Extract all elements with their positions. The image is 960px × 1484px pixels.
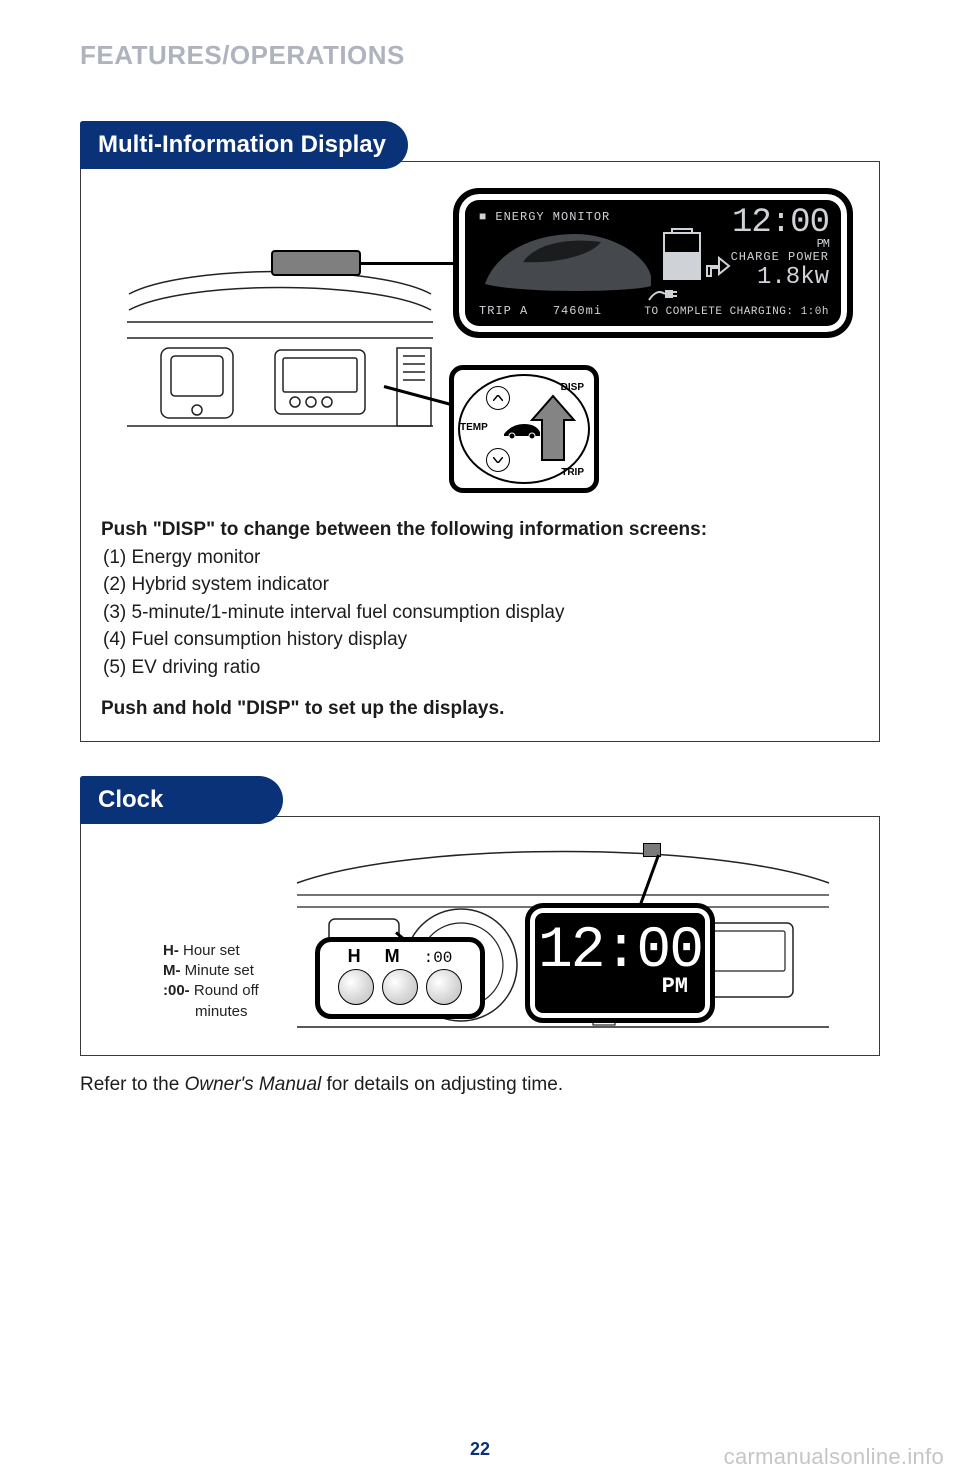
page-category-heading: FEATURES/OPERATIONS bbox=[80, 40, 880, 71]
mid-illustration: ■ ENERGY MONITOR 12:00 PM bbox=[101, 180, 859, 500]
clock-display-callout: 12:00 PM bbox=[525, 903, 715, 1023]
legend-z-desc: Round off bbox=[194, 982, 259, 999]
temp-down-button[interactable] bbox=[486, 448, 510, 472]
list-item: (1) Energy monitor bbox=[101, 544, 859, 572]
em-trip-label: TRIP A bbox=[479, 304, 528, 318]
list-item: (5) EV driving ratio bbox=[101, 654, 859, 682]
legend-z-key: :00- bbox=[163, 982, 190, 999]
round-off-button[interactable] bbox=[426, 969, 462, 1005]
plug-icon bbox=[647, 286, 677, 304]
section-box-clock: H- Hour set M- Minute set :00- Round off… bbox=[80, 816, 880, 1056]
zero-label: :00 bbox=[424, 949, 453, 967]
chevron-down-icon bbox=[493, 457, 503, 463]
dashboard-sketch bbox=[125, 250, 435, 450]
em-time-value: 12:00 bbox=[732, 204, 829, 242]
disp-arrow-icon bbox=[528, 394, 578, 464]
energy-monitor-callout: ■ ENERGY MONITOR 12:00 PM bbox=[453, 188, 853, 338]
temp-label: TEMP bbox=[460, 422, 488, 433]
mid-info-text: Push "DISP" to change between the follow… bbox=[101, 516, 859, 723]
em-complete-charging: TO COMPLETE CHARGING: 1:0h bbox=[644, 306, 829, 318]
section-tab-mid: Multi-Information Display bbox=[80, 121, 408, 169]
legend-m-key: M- bbox=[163, 962, 181, 979]
legend-m-desc: Minute set bbox=[185, 962, 254, 979]
clock-ampm: PM bbox=[662, 974, 688, 999]
disp-button-callout: TEMP DISP TRIP bbox=[449, 365, 599, 493]
trip-label: TRIP bbox=[561, 467, 584, 478]
clock-buttons-callout: H M :00 bbox=[315, 937, 485, 1019]
section-tab-clock: Clock bbox=[80, 776, 283, 824]
legend-h-key: H- bbox=[163, 942, 179, 959]
car-silhouette-icon bbox=[483, 228, 653, 298]
section-clock: Clock H- Hour set M- Minute set :00- Rou… bbox=[80, 776, 880, 1096]
watermark: carmanualsonline.info bbox=[724, 1444, 944, 1470]
m-label: M bbox=[385, 946, 400, 967]
minute-set-button[interactable] bbox=[382, 969, 418, 1005]
h-label: H bbox=[348, 946, 361, 967]
temp-up-button[interactable] bbox=[486, 386, 510, 410]
em-charge-label: CHARGE POWER bbox=[731, 250, 829, 264]
clock-illustration: H- Hour set M- Minute set :00- Round off… bbox=[93, 823, 867, 1051]
clock-footer-text: Refer to the Owner's Manual for details … bbox=[80, 1074, 880, 1096]
clock-time: 12:00 bbox=[538, 926, 702, 978]
disp-hold-instruction: Push and hold "DISP" to set up the displ… bbox=[101, 695, 859, 723]
section-mid: Multi-Information Display bbox=[80, 121, 880, 742]
chevron-up-icon bbox=[493, 395, 503, 401]
arrow-icon bbox=[705, 252, 731, 278]
footer-pre: Refer to the bbox=[80, 1074, 185, 1095]
em-charge-value: 1.8kw bbox=[757, 264, 829, 291]
clock-button-legend: H- Hour set M- Minute set :00- Round off… bbox=[163, 941, 259, 1022]
mid-center-screen bbox=[271, 250, 361, 276]
em-trip-value: 7460mi bbox=[553, 304, 602, 318]
list-item: (3) 5-minute/1-minute interval fuel cons… bbox=[101, 599, 859, 627]
legend-h-desc: Hour set bbox=[183, 942, 240, 959]
hour-set-button[interactable] bbox=[338, 969, 374, 1005]
list-item: (2) Hybrid system indicator bbox=[101, 571, 859, 599]
battery-icon bbox=[663, 232, 701, 280]
disp-label: DISP bbox=[561, 382, 584, 393]
owners-manual-ref: Owner's Manual bbox=[185, 1074, 322, 1095]
em-time: 12:00 PM bbox=[732, 206, 829, 250]
legend-z-desc2: minutes bbox=[163, 1002, 259, 1022]
em-header: ■ ENERGY MONITOR bbox=[479, 210, 610, 224]
disp-instruction-heading: Push "DISP" to change between the follow… bbox=[101, 516, 859, 544]
em-trip: TRIP A 7460mi bbox=[479, 304, 602, 318]
list-item: (4) Fuel consumption history display bbox=[101, 626, 859, 654]
footer-post: for details on adjusting time. bbox=[321, 1074, 563, 1095]
section-box-mid: ■ ENERGY MONITOR 12:00 PM bbox=[80, 161, 880, 742]
